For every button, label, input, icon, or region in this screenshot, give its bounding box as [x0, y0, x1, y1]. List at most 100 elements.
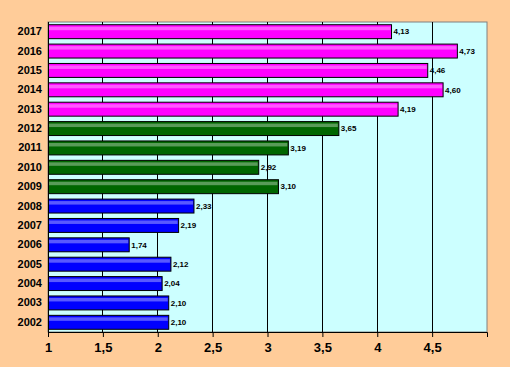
y-tick-label: 2006 — [18, 238, 42, 250]
x-tick-label: 2 — [155, 340, 162, 355]
y-tick-label: 2017 — [18, 25, 42, 37]
chart: 2,102,102,042,121,742,192,333,102,923,19… — [0, 0, 510, 367]
x-tick: 4,5 — [424, 332, 442, 355]
data-label: 2,92 — [261, 163, 277, 172]
grid-line — [48, 22, 49, 332]
y-tick-label: 2004 — [18, 277, 43, 289]
y-tick: 2012 — [18, 122, 48, 134]
y-tick: 2013 — [18, 103, 48, 115]
x-tick: 1 — [45, 332, 52, 355]
bar — [48, 25, 392, 39]
background — [0, 0, 510, 367]
x-tick: 3 — [264, 332, 271, 355]
data-label: 2,12 — [173, 260, 189, 269]
x-tick-mark — [432, 332, 433, 337]
x-tick: 4 — [374, 332, 382, 355]
x-tick-label: 1,5 — [94, 340, 112, 355]
y-tick: 2017 — [18, 25, 48, 37]
x-tick-label: 2,5 — [204, 340, 222, 355]
x-tick-label: 1 — [45, 340, 52, 355]
bar-highlight — [49, 143, 287, 146]
x-tick-mark — [213, 332, 214, 337]
bar-highlight — [49, 46, 456, 49]
y-tick: 2014 — [18, 83, 48, 95]
bar — [48, 102, 398, 116]
data-labels: 2,102,102,042,121,742,192,333,102,923,19… — [131, 27, 475, 327]
x-tick-mark — [48, 332, 49, 337]
bars — [48, 25, 457, 330]
y-tick-label: 2012 — [18, 122, 42, 134]
bar — [48, 296, 169, 310]
bar — [48, 257, 171, 271]
bar-highlight — [49, 298, 168, 301]
bar — [48, 122, 339, 136]
y-tick-label: 2003 — [18, 296, 42, 308]
x-tick: 2 — [155, 332, 162, 355]
x-tick-mark — [268, 332, 269, 337]
y-tick-label: 2007 — [18, 219, 42, 231]
data-label: 2,10 — [171, 299, 187, 308]
bar — [48, 238, 129, 252]
y-tick: 2016 — [18, 45, 48, 57]
y-tick-label: 2002 — [18, 316, 42, 328]
bar — [48, 141, 288, 155]
y-axis-line — [48, 23, 49, 333]
bar-highlight — [49, 85, 442, 88]
data-label: 1,74 — [131, 241, 147, 250]
bar — [48, 315, 169, 329]
x-tick: 1,5 — [94, 332, 112, 355]
bar — [48, 218, 179, 232]
y-tick-label: 2010 — [18, 161, 42, 173]
y-tick: 2004 — [18, 277, 48, 289]
bar-highlight — [49, 104, 397, 107]
data-label: 3,65 — [341, 124, 357, 133]
y-tick: 2010 — [18, 161, 48, 173]
x-tick-mark — [377, 332, 378, 337]
bar-highlight — [49, 201, 193, 204]
data-label: 2,33 — [196, 202, 212, 211]
data-label: 3,10 — [280, 182, 296, 191]
x-tick-mark — [322, 332, 323, 337]
data-label: 4,73 — [459, 47, 475, 56]
bar-highlight — [49, 317, 168, 320]
bar — [48, 44, 457, 58]
grid — [48, 22, 432, 332]
bar-highlight — [49, 220, 178, 223]
x-tick-label: 3 — [264, 340, 271, 355]
x-tick-label: 3,5 — [314, 340, 332, 355]
data-label: 4,60 — [445, 86, 461, 95]
y-tick-label: 2014 — [18, 83, 43, 95]
y-tick: 2009 — [18, 180, 48, 192]
x-tick: 2,5 — [204, 332, 222, 355]
bar — [48, 199, 194, 213]
bar-highlight — [49, 240, 128, 243]
data-label: 2,10 — [171, 318, 187, 327]
bar-highlight — [49, 182, 277, 185]
y-tick: 2005 — [18, 258, 48, 270]
data-label: 2,04 — [164, 279, 180, 288]
y-tick: 2007 — [18, 219, 48, 231]
bar-highlight — [49, 279, 161, 282]
y-tick: 2011 — [18, 141, 48, 153]
x-tick-mark — [158, 332, 159, 337]
bar — [48, 83, 443, 97]
x-tick: 3,5 — [314, 332, 332, 355]
y-axis: 2002 2003 2004 2005 2006 2007 2008 2009 2010 2011… — [18, 23, 49, 333]
y-tick-label: 2013 — [18, 103, 42, 115]
bar — [48, 277, 162, 291]
x-axis-line — [49, 333, 488, 338]
data-label: 4,46 — [430, 66, 446, 75]
y-tick-label: 2008 — [18, 200, 42, 212]
y-tick-label: 2011 — [18, 141, 42, 153]
x-tick-mark — [103, 332, 104, 337]
y-tick: 2002 — [18, 316, 48, 328]
bar-highlight — [49, 65, 427, 68]
bar — [48, 160, 259, 174]
bar — [48, 63, 428, 77]
y-tick-label: 2015 — [18, 64, 42, 76]
data-label: 4,13 — [394, 27, 410, 36]
y-tick: 2008 — [18, 200, 48, 212]
bar-highlight — [49, 124, 338, 127]
plot-area — [48, 22, 487, 332]
y-tick-label: 2005 — [18, 258, 42, 270]
